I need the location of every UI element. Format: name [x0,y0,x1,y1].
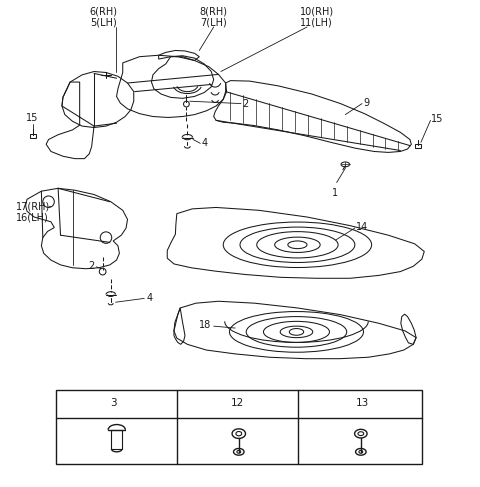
Bar [30,134,36,137]
Text: 14: 14 [356,222,368,232]
Text: 17(RH)
16(LH): 17(RH) 16(LH) [16,202,50,223]
Text: 12: 12 [231,398,244,408]
Text: 18: 18 [199,320,211,330]
Bar [415,144,421,148]
Bar [111,430,122,449]
Text: 2: 2 [88,261,94,271]
Text: 2: 2 [242,98,249,109]
Bar [56,390,422,464]
Text: 8(RH)
7(LH): 8(RH) 7(LH) [200,6,228,27]
Text: 1: 1 [332,188,338,198]
Text: 3: 3 [110,398,117,408]
Text: 4: 4 [202,138,208,149]
Text: 9: 9 [363,97,370,108]
Text: 15: 15 [25,112,38,123]
Text: 10(RH)
11(LH): 10(RH) 11(LH) [300,6,334,27]
Text: 4: 4 [147,293,153,303]
Text: 13: 13 [355,398,369,408]
Text: 15: 15 [432,114,444,124]
Text: 6(RH)
5(LH): 6(RH) 5(LH) [90,6,118,27]
